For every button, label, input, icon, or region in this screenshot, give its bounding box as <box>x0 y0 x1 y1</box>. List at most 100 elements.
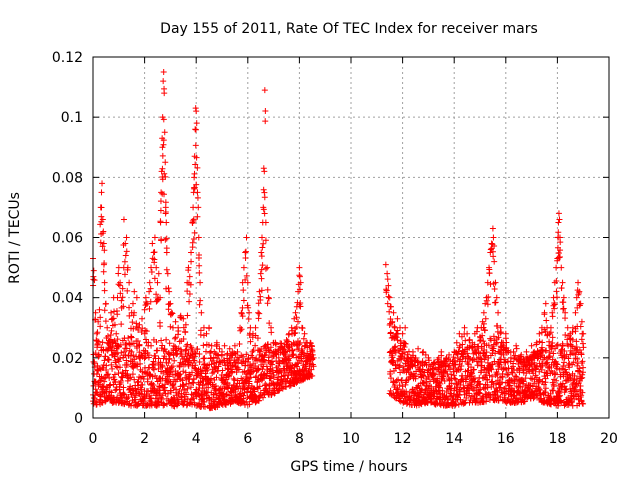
data-point <box>562 332 569 339</box>
data-point <box>256 310 263 317</box>
data-point <box>562 309 569 316</box>
data-point <box>187 281 194 288</box>
data-point <box>387 368 394 375</box>
data-point <box>577 323 584 330</box>
data-point <box>541 311 548 318</box>
data-point <box>153 291 160 298</box>
data-point <box>261 168 268 175</box>
data-point <box>183 391 190 398</box>
data-point <box>264 264 271 271</box>
data-point <box>522 375 529 382</box>
data-point <box>108 327 115 334</box>
data-point <box>484 377 491 384</box>
data-point <box>190 395 197 402</box>
data-point <box>559 342 566 349</box>
data-point <box>558 346 565 353</box>
data-point <box>553 377 560 384</box>
data-point <box>166 373 173 380</box>
data-point <box>227 362 234 369</box>
data-point <box>470 366 477 373</box>
data-point <box>553 294 560 301</box>
data-point <box>149 361 156 368</box>
data-point <box>491 286 498 293</box>
data-point <box>196 351 203 358</box>
data-point <box>246 401 253 408</box>
data-point <box>503 339 510 346</box>
data-point <box>174 401 181 408</box>
data-point <box>192 142 199 149</box>
data-point <box>170 403 177 410</box>
data-point <box>483 297 490 304</box>
data-point <box>548 401 555 408</box>
data-point <box>136 342 143 349</box>
data-point <box>247 338 254 345</box>
data-point <box>441 377 448 384</box>
data-point <box>234 354 241 361</box>
data-point <box>126 304 133 311</box>
data-point <box>510 348 517 355</box>
data-point <box>243 272 250 279</box>
data-point <box>550 387 557 394</box>
data-point <box>199 382 206 389</box>
data-point <box>555 250 562 257</box>
data-point <box>143 328 150 335</box>
data-point <box>151 275 158 282</box>
data-point <box>391 344 398 351</box>
data-point <box>191 170 198 177</box>
data-point <box>386 308 393 315</box>
data-point <box>466 337 473 344</box>
data-point <box>258 253 265 260</box>
data-point <box>159 152 166 159</box>
data-point <box>567 374 574 381</box>
data-point <box>124 377 131 384</box>
data-point <box>192 105 199 112</box>
data-point <box>135 326 142 333</box>
data-point <box>560 305 567 312</box>
data-point <box>203 365 210 372</box>
data-point <box>220 357 227 364</box>
data-point <box>456 392 463 399</box>
data-point <box>490 253 497 260</box>
data-point <box>520 378 527 385</box>
data-point <box>473 328 480 335</box>
data-point <box>163 249 170 256</box>
data-point <box>163 266 170 273</box>
data-points <box>90 69 587 412</box>
data-point <box>90 267 97 274</box>
data-point <box>164 390 171 397</box>
data-point <box>511 378 518 385</box>
data-point <box>193 181 200 188</box>
data-point <box>167 323 174 330</box>
data-point <box>264 286 271 293</box>
data-point <box>159 363 166 370</box>
data-point <box>544 359 551 366</box>
data-point <box>198 391 205 398</box>
data-point <box>480 324 487 331</box>
data-point <box>297 339 304 346</box>
data-point <box>533 341 540 348</box>
data-point <box>501 356 508 363</box>
data-point <box>131 356 138 363</box>
data-point <box>135 378 142 385</box>
data-point <box>261 194 268 201</box>
data-point <box>101 287 108 294</box>
data-point <box>527 375 534 382</box>
data-point <box>539 339 546 346</box>
data-point <box>477 350 484 357</box>
data-point <box>296 264 303 271</box>
data-point <box>559 384 566 391</box>
data-point <box>457 366 464 373</box>
y-tick-label: 0.04 <box>52 291 83 307</box>
data-point <box>387 303 394 310</box>
data-point <box>190 236 197 243</box>
data-point <box>182 369 189 376</box>
data-point <box>391 323 398 330</box>
data-point <box>300 351 307 358</box>
data-point <box>149 240 156 247</box>
data-point <box>553 288 560 295</box>
data-point <box>564 324 571 331</box>
data-point <box>531 348 538 355</box>
y-tick-label: 0.1 <box>61 110 83 126</box>
data-point <box>169 310 176 317</box>
data-point <box>430 360 437 367</box>
